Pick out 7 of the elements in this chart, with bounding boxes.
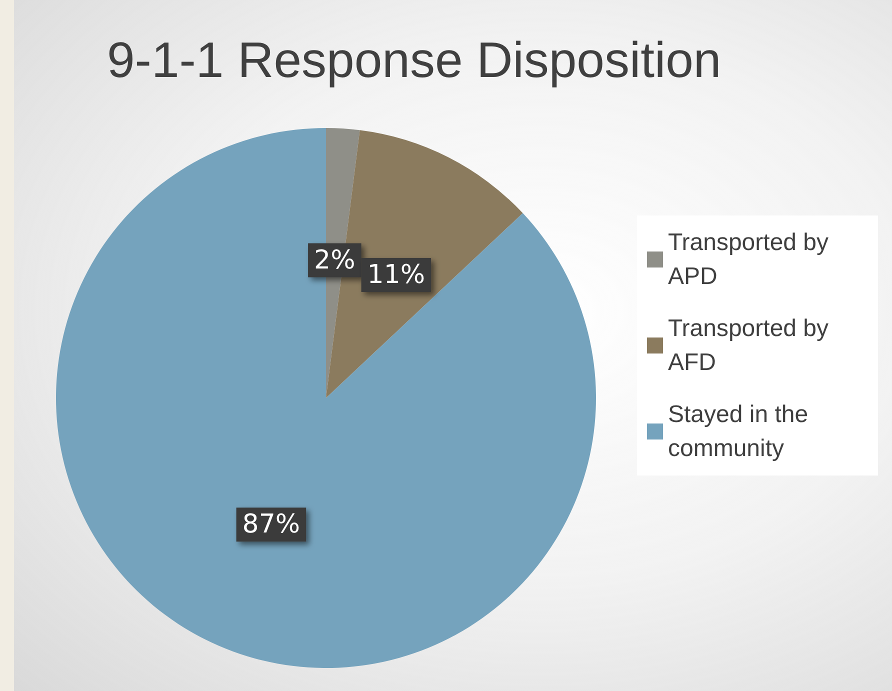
legend-label: Transported by APD bbox=[668, 229, 836, 290]
chart-title: 9-1-1 Response Disposition bbox=[107, 32, 722, 88]
legend-label: Transported by AFD bbox=[668, 315, 836, 376]
data-label: 11% bbox=[367, 260, 426, 290]
data-label: 2% bbox=[314, 245, 356, 276]
legend-label: Stayed in the community bbox=[668, 401, 815, 462]
data-label: 87% bbox=[242, 510, 300, 540]
